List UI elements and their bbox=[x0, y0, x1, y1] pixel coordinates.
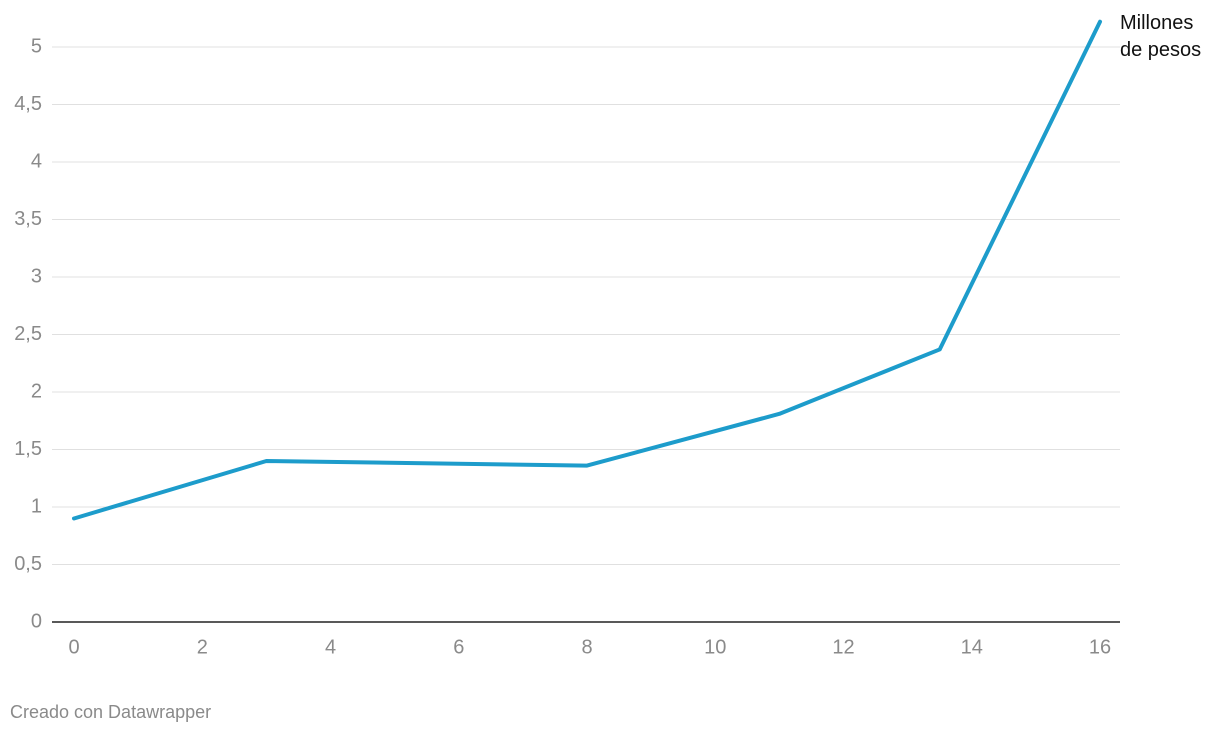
x-tick-label: 2 bbox=[197, 636, 208, 658]
x-tick-label: 10 bbox=[704, 636, 726, 658]
y-tick-label: 4 bbox=[31, 150, 42, 172]
y-tick-label: 0,5 bbox=[14, 553, 42, 575]
y-tick-label: 1 bbox=[31, 495, 42, 517]
y-tick-label: 0 bbox=[31, 610, 42, 632]
y-tick-label: 1,5 bbox=[14, 438, 42, 460]
source: Creado con Datawrapper bbox=[10, 702, 212, 722]
x-tick-label: 4 bbox=[325, 636, 336, 658]
x-tick-label: 6 bbox=[453, 636, 464, 658]
x-tick-label: 12 bbox=[832, 636, 854, 658]
series-label: Millones de pesos bbox=[1120, 12, 1202, 61]
y-tick-label: 3 bbox=[31, 265, 42, 287]
y-tick-label: 2,5 bbox=[14, 323, 42, 345]
y-tick-label: 5 bbox=[31, 35, 42, 57]
y-tick-label: 3,5 bbox=[14, 208, 42, 230]
line bbox=[72, 19, 1102, 521]
y-tick-label: 2 bbox=[31, 380, 42, 402]
y-tick-label: 4,5 bbox=[14, 93, 42, 115]
x-tick-label: 14 bbox=[961, 636, 983, 658]
x-tick-label: 16 bbox=[1089, 636, 1111, 658]
x-tick-label: 0 bbox=[68, 636, 79, 658]
x-tick-label: 8 bbox=[581, 636, 592, 658]
